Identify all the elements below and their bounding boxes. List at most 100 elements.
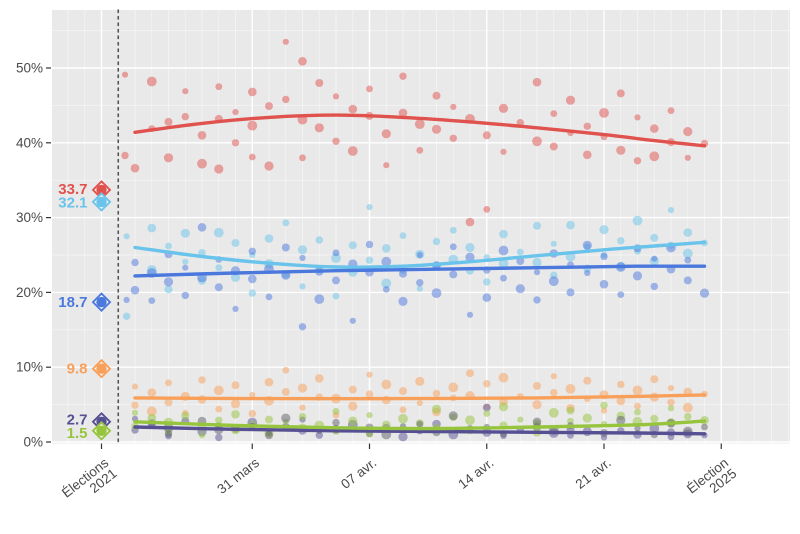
poll-point-green [366,412,373,419]
election-2021-dot-orange [96,363,107,374]
poll-point-lightblue [348,241,357,250]
poll-point-lightblue [299,283,306,290]
poll-point-blue [332,276,340,285]
poll-point-blue [399,269,407,278]
x-axis-label: 07 avr. [338,455,379,492]
poll-point-green [582,413,592,423]
poll-point-orange [348,401,358,411]
poll-point-lightblue [449,226,457,234]
poll-point-lightblue [533,221,541,230]
poll-point-purple [482,403,491,412]
poll-point-lightblue [164,285,173,294]
poll-point-lightblue [248,289,256,297]
poll-point-red [431,124,442,134]
poll-point-blue [332,249,340,257]
poll-point-red [232,109,239,116]
poll-point-green [265,415,273,424]
election-2021-value-green: 1.5 [67,425,88,442]
poll-point-blue [617,291,625,298]
svg-text:31 mars: 31 mars [214,455,262,497]
poll-point-red [214,164,224,174]
poll-point-blue [500,274,507,282]
poll-point-red [616,145,626,155]
poll-point-blue [130,285,140,295]
poll-point-blue [584,269,591,277]
poll-point-green [215,416,223,424]
poll-point-lightblue [332,292,340,300]
poll-point-red [348,104,358,114]
poll-point-red [583,122,591,130]
poll-point-blue [651,255,658,262]
poll-point-orange [365,390,374,398]
poll-point-orange [297,383,308,393]
poll-point-orange [448,382,459,393]
y-axis-label: 50% [16,61,43,76]
poll-point-blue [582,240,592,250]
poll-point-lightblue [432,237,441,246]
poll-point-lightblue [667,207,675,214]
poll-point-red [432,91,441,100]
x-axis-label: Élection2025 [684,455,739,496]
poll-point-red [383,162,390,169]
poll-point-red [449,134,457,142]
poll-point-orange [416,400,423,407]
poll-point-blue [314,294,325,304]
poll-point-blue [181,291,189,300]
poll-point-orange [466,369,474,378]
poll-point-lightblue [365,256,374,264]
poll-point-red [683,127,693,137]
poll-point-red [164,117,173,126]
poll-point-lightblue [282,219,290,227]
poll-point-blue [600,252,608,261]
poll-point-orange [600,407,608,414]
poll-point-blue [131,258,139,267]
poll-point-red [532,136,542,147]
poll-point-blue [498,245,509,256]
poll-point-green [181,411,190,420]
poll-point-red [532,77,542,87]
poll-point-orange [616,396,626,406]
svg-text:21 avr.: 21 avr. [573,455,614,492]
poll-point-orange [131,383,139,390]
poll-point-red [684,154,691,161]
svg-text:Élections2021: Élections2021 [59,455,120,511]
poll-point-orange [533,381,541,390]
poll-point-red [667,107,675,114]
poll-point-others [448,411,458,421]
poll-point-red [298,57,307,66]
poll-point-orange [299,404,306,411]
poll-point-orange [399,406,407,414]
poll-point-red [381,129,391,139]
poll-point-orange [315,374,324,383]
poll-point-green [131,409,139,416]
poll-point-lightblue [632,215,643,226]
poll-point-lightblue [617,237,625,245]
poll-point-red [650,124,659,133]
poll-point-orange [213,385,224,396]
poll-point-blue [533,269,541,276]
poll-point-blue [416,251,423,259]
poll-point-purple [215,433,223,442]
poll-point-lightblue [331,253,341,263]
poll-point-red [649,151,660,162]
poll-point-orange [366,371,373,378]
poll-point-red [549,142,558,151]
poll-point-orange [164,398,173,407]
poll-point-others [416,420,424,428]
poll-point-red [215,83,223,91]
poll-point-red [332,137,340,145]
poll-point-blue [299,254,306,262]
poll-point-green [348,416,358,426]
poll-point-red [163,153,174,163]
y-axis-label: 30% [16,210,43,225]
poll-point-blue [683,276,692,285]
poll-point-blue [349,317,356,324]
trend-line-blue [133,264,707,278]
poll-point-red [314,123,324,133]
trend-line-red [133,113,707,148]
poll-point-green [566,406,575,415]
poll-point-red [550,110,558,117]
poll-point-green [332,407,340,415]
poll-point-red [181,112,189,121]
